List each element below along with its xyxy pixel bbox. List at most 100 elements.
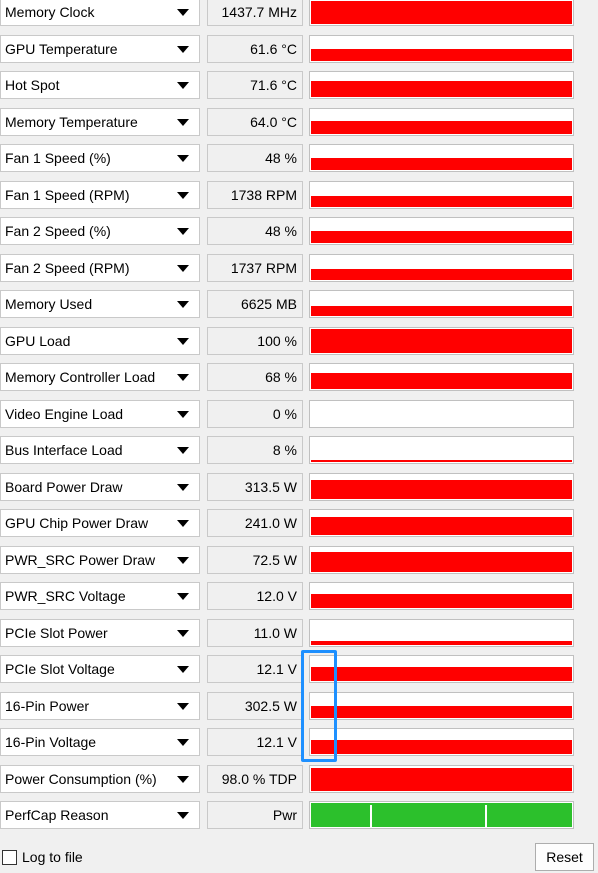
sensor-value: 12.1 V xyxy=(256,734,297,750)
sensor-value: 1737 RPM xyxy=(230,259,297,276)
sensor-graph xyxy=(309,655,574,683)
sensor-row: GPU Load 100 % xyxy=(0,323,584,360)
sensor-value-box: 61.6 °C xyxy=(207,34,303,63)
sensor-select[interactable]: PerfCap Reason xyxy=(0,801,200,829)
graph-gap xyxy=(485,805,487,827)
sensor-name: Fan 1 Speed (%) xyxy=(5,150,111,166)
sensor-value: 12.0 V xyxy=(256,588,297,604)
chevron-down-icon[interactable] xyxy=(177,155,189,162)
scrollbar[interactable] xyxy=(584,0,598,838)
sensor-name: PWR_SRC Power Draw xyxy=(5,551,156,568)
sensor-select[interactable]: Bus Interface Load xyxy=(0,436,200,464)
chevron-down-icon[interactable] xyxy=(177,556,189,564)
sensor-name: Bus Interface Load xyxy=(5,442,123,458)
sensor-select[interactable]: Memory Used xyxy=(0,290,200,318)
chevron-down-icon[interactable] xyxy=(177,264,189,272)
sensor-row: Fan 2 Speed (RPM) 1737 RPM xyxy=(0,250,584,287)
sensor-select[interactable]: Memory Controller Load xyxy=(0,363,200,391)
sensor-select[interactable]: GPU Load xyxy=(0,326,200,355)
sensor-value-box: 12.0 V xyxy=(207,582,303,610)
chevron-down-icon[interactable] xyxy=(177,629,189,637)
sensor-value: 98.0 % TDP xyxy=(221,770,297,787)
sensor-row: PCIe Slot Voltage 12.1 V xyxy=(0,651,584,688)
sensor-name: Memory Clock xyxy=(5,4,95,20)
sensor-value-box: 6625 MB xyxy=(207,290,303,318)
sensor-graph-fill xyxy=(311,803,572,827)
sensor-graph xyxy=(309,71,574,99)
sensor-select[interactable]: Memory Clock xyxy=(0,0,200,26)
sensor-graph xyxy=(309,34,574,63)
sensor-value-box: 1738 RPM xyxy=(207,180,303,209)
chevron-down-icon[interactable] xyxy=(177,374,189,381)
sensor-name: Memory Temperature xyxy=(5,113,138,130)
sensor-graph-fill xyxy=(311,81,572,97)
sensor-select[interactable]: Fan 1 Speed (RPM) xyxy=(0,180,200,209)
sensor-select[interactable]: Hot Spot xyxy=(0,71,200,99)
sensor-value: 71.6 °C xyxy=(250,77,297,93)
sensor-row: Video Engine Load 0 % xyxy=(0,396,584,433)
chevron-down-icon[interactable] xyxy=(177,739,189,746)
sensor-row: Hot Spot 71.6 °C xyxy=(0,67,584,104)
sensor-row: Fan 2 Speed (%) 48 % xyxy=(0,213,584,250)
sensor-graph xyxy=(309,764,574,793)
sensor-value: 6625 MB xyxy=(240,296,297,312)
chevron-down-icon[interactable] xyxy=(177,447,189,454)
sensor-graph-fill xyxy=(311,551,572,572)
chevron-down-icon[interactable] xyxy=(177,520,189,527)
sensor-select[interactable]: PWR_SRC Power Draw xyxy=(0,545,200,574)
chevron-down-icon[interactable] xyxy=(177,191,189,199)
chevron-down-icon[interactable] xyxy=(177,702,189,710)
sensor-value: 241.0 W xyxy=(244,515,297,531)
sensor-select[interactable]: PCIe Slot Power xyxy=(0,618,200,647)
chevron-down-icon[interactable] xyxy=(177,118,189,126)
chevron-down-icon[interactable] xyxy=(177,812,189,819)
sensor-select[interactable]: PCIe Slot Voltage xyxy=(0,655,200,683)
sensor-row: GPU Temperature 61.6 °C xyxy=(0,31,584,68)
sensor-select[interactable]: Fan 1 Speed (%) xyxy=(0,144,200,172)
chevron-down-icon[interactable] xyxy=(177,337,189,345)
sensor-value: 8 % xyxy=(272,442,297,458)
sensor-name: GPU Load xyxy=(5,332,71,349)
sensor-graph-fill xyxy=(311,268,572,280)
sensor-graph-fill xyxy=(311,479,572,499)
chevron-down-icon[interactable] xyxy=(177,666,189,673)
chevron-down-icon[interactable] xyxy=(177,593,189,600)
sensor-value: 48 % xyxy=(265,223,297,239)
sensor-graph xyxy=(309,545,574,574)
log-to-file-label: Log to file xyxy=(22,849,83,865)
sensor-value-box: 302.5 W xyxy=(207,691,303,720)
sensor-graph xyxy=(309,180,574,209)
sensor-row: PerfCap Reason Pwr xyxy=(0,797,584,834)
reset-button[interactable]: Reset xyxy=(535,843,594,871)
sensor-select[interactable]: Memory Temperature xyxy=(0,107,200,136)
chevron-down-icon[interactable] xyxy=(177,301,189,308)
sensor-select[interactable]: 16-Pin Voltage xyxy=(0,728,200,756)
chevron-down-icon[interactable] xyxy=(177,483,189,491)
chevron-down-icon[interactable] xyxy=(177,82,189,89)
sensor-name: Fan 2 Speed (RPM) xyxy=(5,259,130,276)
chevron-down-icon[interactable] xyxy=(177,775,189,783)
sensor-select[interactable]: GPU Temperature xyxy=(0,34,200,63)
sensor-value: 72.5 W xyxy=(252,551,297,568)
sensor-select[interactable]: PWR_SRC Voltage xyxy=(0,582,200,610)
sensor-select[interactable]: Power Consumption (%) xyxy=(0,764,200,793)
sensor-name: PerfCap Reason xyxy=(5,807,109,823)
sensor-name: GPU Chip Power Draw xyxy=(5,515,149,531)
sensor-value-box: 1437.7 MHz xyxy=(207,0,303,26)
log-to-file-checkbox[interactable] xyxy=(2,850,17,865)
sensor-select[interactable]: Board Power Draw xyxy=(0,472,200,501)
sensor-graph-fill xyxy=(311,373,572,389)
sensor-select[interactable]: Fan 2 Speed (RPM) xyxy=(0,253,200,282)
sensor-select[interactable]: 16-Pin Power xyxy=(0,691,200,720)
sensor-graph-fill xyxy=(311,640,572,645)
sensor-select[interactable]: GPU Chip Power Draw xyxy=(0,509,200,537)
sensor-value-box: 1737 RPM xyxy=(207,253,303,282)
chevron-down-icon[interactable] xyxy=(177,9,189,16)
chevron-down-icon[interactable] xyxy=(177,410,189,418)
sensor-select[interactable]: Video Engine Load xyxy=(0,399,200,428)
sensor-value-box: 68 % xyxy=(207,363,303,391)
chevron-down-icon[interactable] xyxy=(177,45,189,53)
chevron-down-icon[interactable] xyxy=(177,228,189,235)
sensor-graph xyxy=(309,472,574,501)
sensor-select[interactable]: Fan 2 Speed (%) xyxy=(0,217,200,245)
